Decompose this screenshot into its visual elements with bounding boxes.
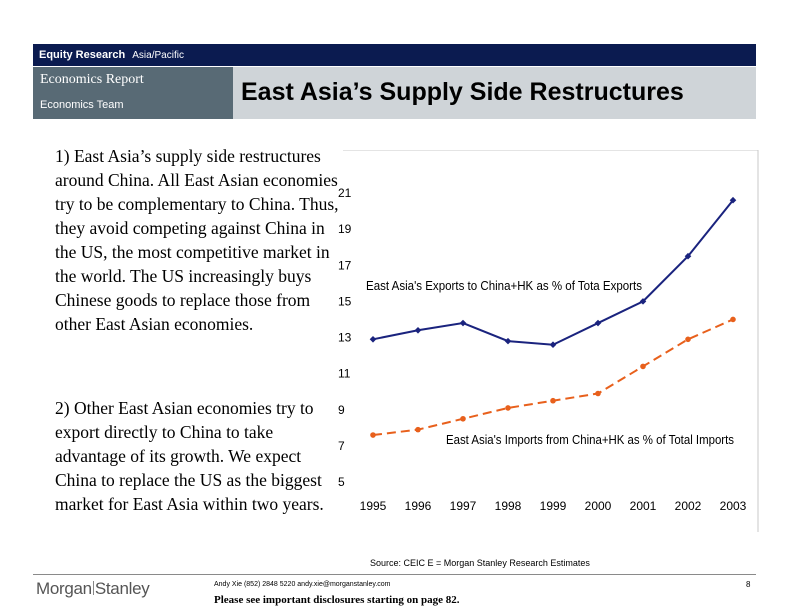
data-point bbox=[595, 390, 601, 397]
series-label: East Asia's Imports from China+HK as % o… bbox=[446, 433, 734, 447]
x-tick-label: 2002 bbox=[675, 499, 702, 513]
company-logo: Morgan Stanley bbox=[36, 579, 150, 599]
analyst-contact: Andy Xie (852) 2848 5220 andy.xie@morgan… bbox=[214, 581, 391, 588]
y-tick-label: 17 bbox=[338, 258, 352, 272]
logo-text-right: Stanley bbox=[94, 579, 150, 598]
page-number: 8 bbox=[746, 580, 751, 589]
paragraph-1: 1) East Asia’s supply side restructures … bbox=[55, 146, 339, 334]
x-tick-label: 1999 bbox=[540, 499, 567, 513]
disclosure-note: Please see important disclosures startin… bbox=[214, 594, 460, 606]
header-bar: Equity Research Asia/Pacific bbox=[33, 44, 756, 66]
source-note: Source: CEIC E = Morgan Stanley Research… bbox=[370, 558, 590, 568]
chart-layer: 21 19 17 15 13 11 9 7 5 1995 1996 1997 1998 1999 2000 2… bbox=[338, 186, 747, 513]
report-panel bbox=[33, 67, 233, 119]
x-tick-label: 2001 bbox=[630, 499, 657, 513]
data-point bbox=[594, 319, 602, 327]
page-title: East Asia’s Supply Side Restructures bbox=[241, 78, 684, 106]
chart-plot-area bbox=[343, 150, 758, 532]
data-point bbox=[730, 316, 736, 323]
y-tick-label: 9 bbox=[338, 403, 345, 417]
data-point bbox=[415, 426, 421, 433]
x-tick-label: 2003 bbox=[720, 499, 747, 513]
data-point bbox=[505, 405, 511, 411]
x-tick-label: 1998 bbox=[495, 499, 522, 513]
data-point bbox=[685, 336, 691, 343]
logo-divider bbox=[92, 581, 94, 595]
data-point bbox=[550, 397, 556, 404]
data-point bbox=[369, 336, 377, 343]
y-tick-label: 7 bbox=[338, 439, 345, 453]
y-tick-label: 5 bbox=[338, 475, 345, 489]
x-tick-label: 1997 bbox=[450, 499, 477, 513]
data-point bbox=[370, 432, 376, 438]
footer-divider bbox=[33, 574, 756, 575]
data-point bbox=[504, 337, 512, 345]
region-label: Asia/Pacific bbox=[132, 50, 184, 61]
data-point bbox=[459, 319, 467, 327]
report-type: Economics Report bbox=[40, 72, 144, 87]
y-tick-label: 21 bbox=[338, 186, 352, 200]
y-tick-label: 19 bbox=[338, 222, 352, 236]
data-point bbox=[640, 363, 646, 370]
line-chart: 21 19 17 15 13 11 9 7 5 1995 1996 1997 1998 1999 2000 2… bbox=[338, 150, 759, 532]
y-tick-label: 13 bbox=[338, 331, 352, 345]
title-band: Economics Report Economics Team East Asi… bbox=[33, 67, 756, 119]
section-label: Equity Research bbox=[39, 49, 126, 61]
x-tick-label: 1996 bbox=[405, 499, 432, 513]
logo-text-left: Morgan bbox=[36, 579, 92, 598]
y-tick-label: 11 bbox=[338, 367, 351, 381]
team-name: Economics Team bbox=[40, 99, 124, 111]
title-panel bbox=[233, 67, 756, 119]
x-tick-label: 1995 bbox=[360, 499, 387, 513]
paragraph-2: 2) Other East Asian economies try to exp… bbox=[55, 398, 324, 514]
series-label: East Asia's Exports to China+HK as % of … bbox=[366, 279, 642, 293]
data-point bbox=[414, 326, 422, 334]
x-tick-label: 2000 bbox=[585, 499, 612, 513]
data-point bbox=[460, 415, 466, 422]
y-tick-label: 15 bbox=[338, 294, 352, 308]
